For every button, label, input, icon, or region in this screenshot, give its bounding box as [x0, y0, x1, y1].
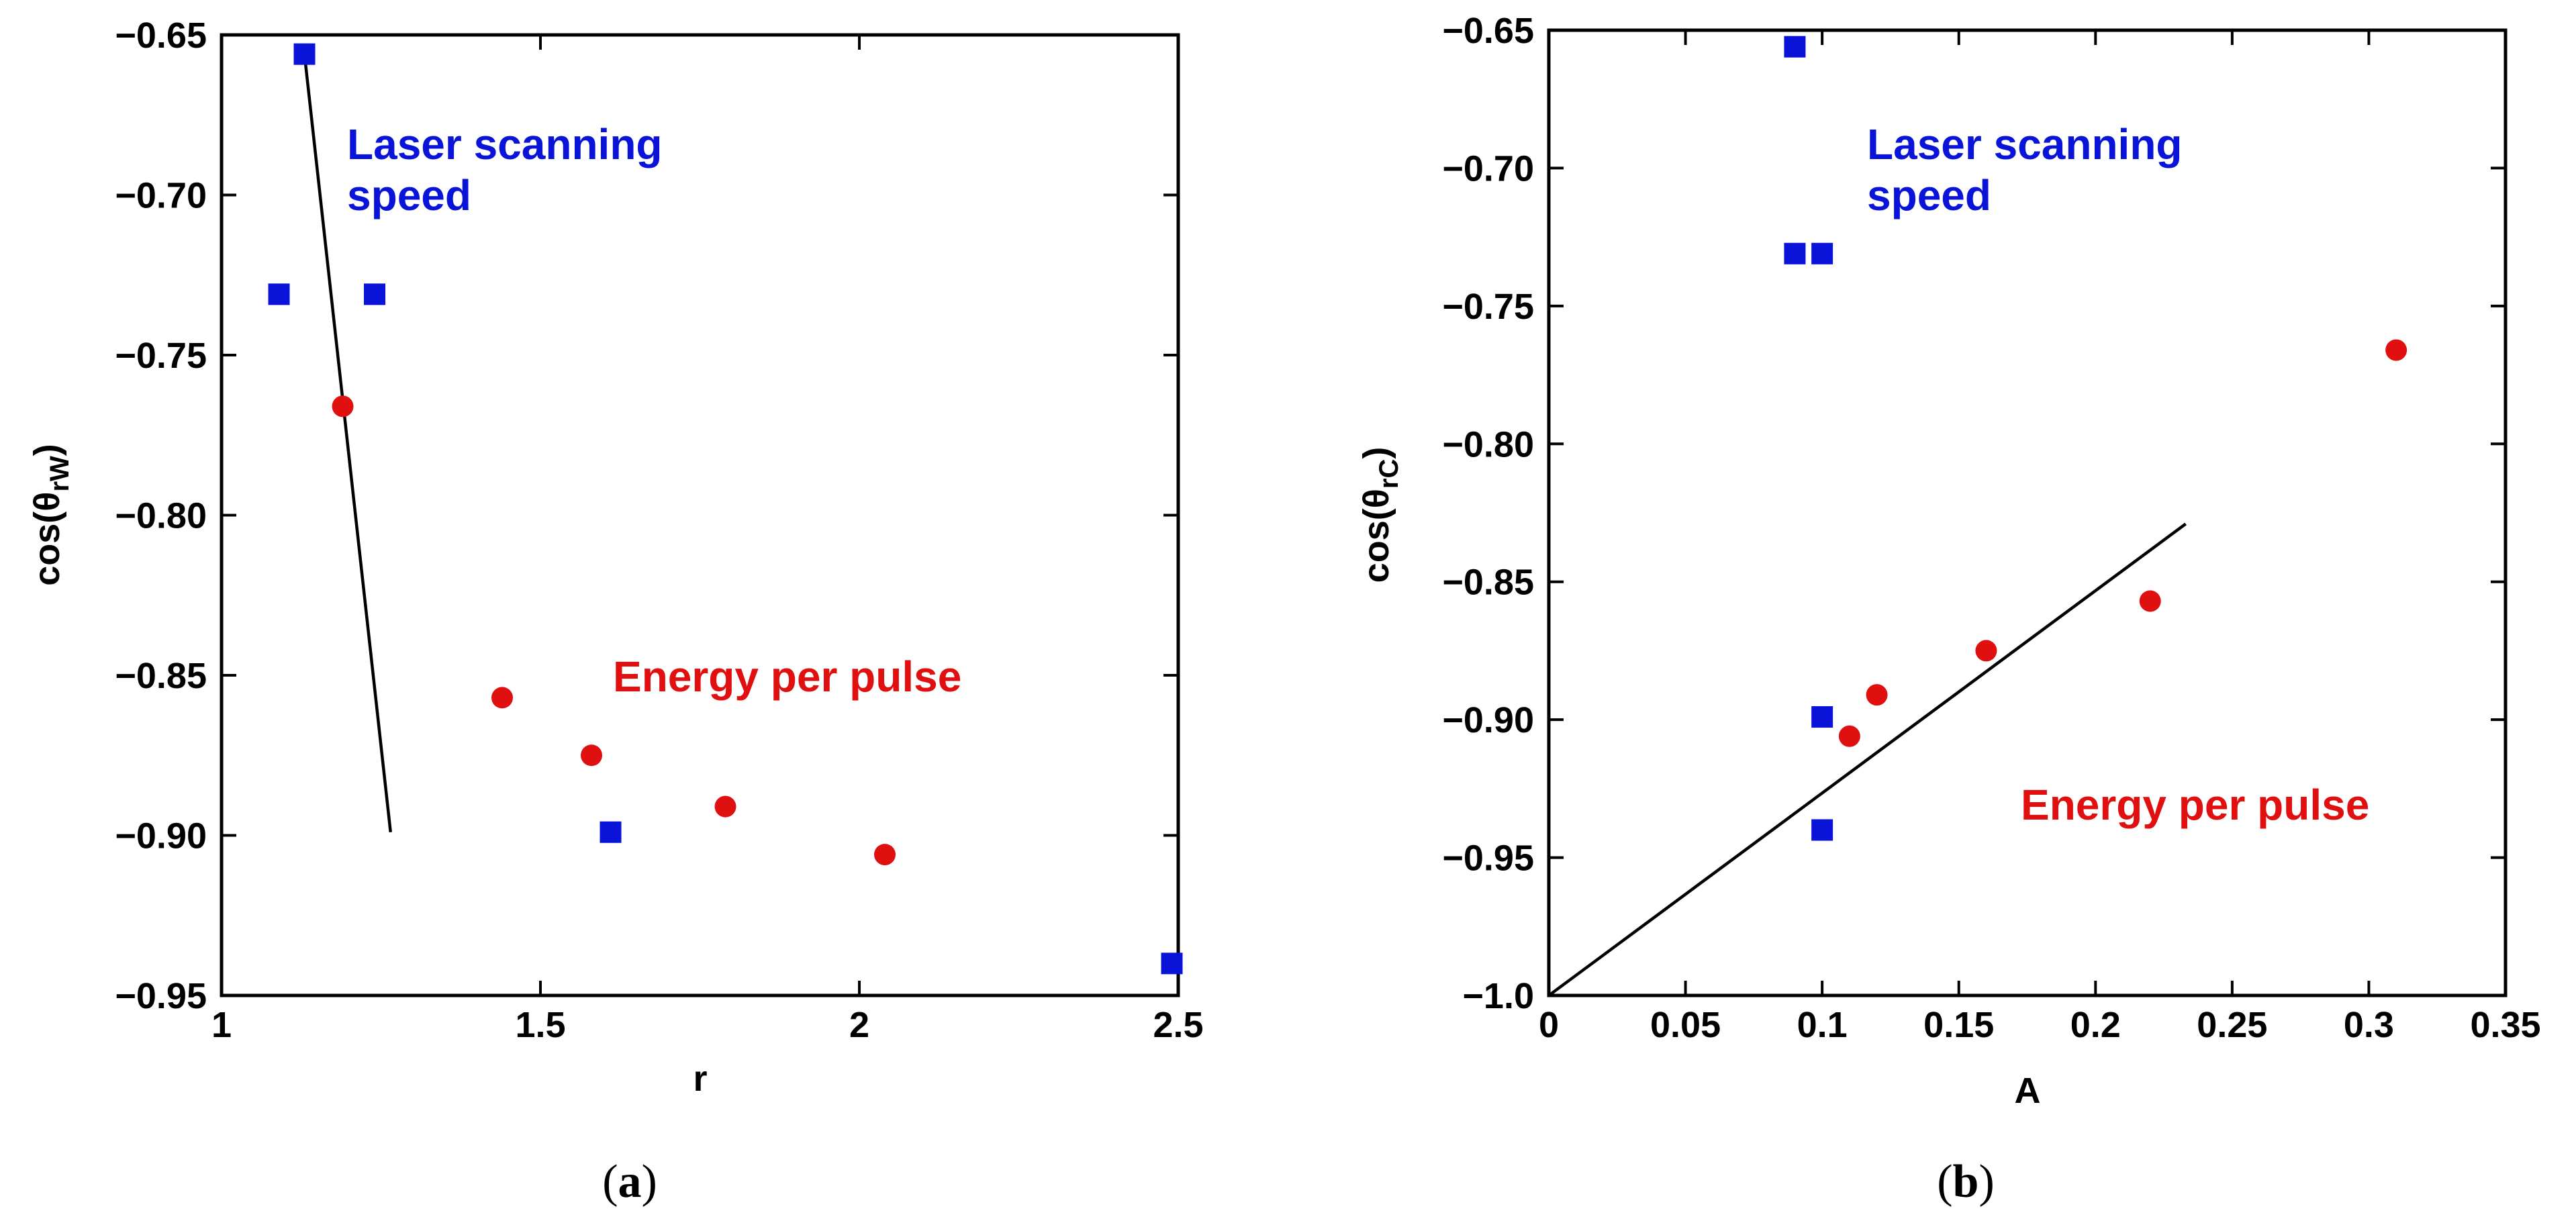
x-tick-label-b: 0.1: [1797, 1005, 1848, 1045]
y-tick-label-a: −0.70: [115, 176, 207, 216]
speed-point-b: [1784, 242, 1806, 264]
y-axis-label-a: cos(θrW): [27, 444, 75, 586]
energy-point-a: [332, 395, 354, 418]
y-axis-label-b: cos(θrC): [1356, 447, 1404, 583]
speed-point-a: [293, 43, 316, 65]
energy-point-a: [581, 744, 602, 767]
y-tick-label-a: −0.90: [115, 816, 207, 857]
fit-line-b: [1547, 522, 2187, 997]
x-tick-label-b: 0.3: [2344, 1005, 2394, 1045]
chart-panel-b: 0 0.05 0.1 0.15 0.2 0.25 0.3 0.35 −1.0 −0.95 −0.90…: [1356, 11, 2541, 1208]
y-tick-label-b: −0.90: [1442, 700, 1534, 740]
x-tick-label-a: 2: [849, 1005, 869, 1045]
speed-point-a: [268, 283, 290, 305]
x-tick-label-a: 1: [211, 1005, 232, 1045]
x-tick-label-a: 2.5: [1153, 1005, 1203, 1045]
energy-point-a: [874, 844, 896, 866]
x-tick-label-b: 0.05: [1650, 1005, 1721, 1045]
x-tick-label-b: 0: [1539, 1005, 1559, 1045]
energy-point-b: [2139, 590, 2161, 612]
ticks-a: 1 1.5 2 2.5 −0.95 −0.90 −0.85 −0.80 −0.75 −0.70 −0…: [115, 15, 1203, 1045]
ticks-b: 0 0.05 0.1 0.15 0.2 0.25 0.3 0.35 −1.0 −0.95 −0.90…: [1442, 11, 2540, 1045]
annotation-speed-b: Laser scanning speed: [1867, 120, 2194, 219]
data-points-b: [1784, 36, 2407, 841]
annotation-energy-b: Energy per pulse: [2021, 781, 2369, 829]
x-axis-label-a: r: [693, 1059, 707, 1099]
caption-b: (b): [1937, 1156, 1995, 1208]
annotation-energy-a: Energy per pulse: [613, 652, 961, 701]
x-tick-label-b: 0.35: [2470, 1005, 2540, 1045]
energy-point-b: [1866, 684, 1888, 706]
x-tick-label-b: 0.25: [2197, 1005, 2267, 1045]
energy-point-b: [1975, 640, 1997, 662]
y-tick-label-a: −0.75: [115, 336, 207, 376]
speed-point-b: [1811, 242, 1833, 264]
plot-frame-b: [1547, 28, 2508, 997]
fit-line-a: [303, 54, 392, 832]
speed-point-b: [1811, 706, 1833, 728]
y-tick-label-b: −0.75: [1442, 287, 1534, 327]
y-tick-label-b: −0.70: [1442, 148, 1534, 189]
y-tick-label-b: −0.65: [1442, 11, 1534, 51]
caption-a: (a): [602, 1156, 657, 1208]
x-tick-label-b: 0.2: [2070, 1005, 2121, 1045]
speed-point-b: [1811, 819, 1833, 841]
x-axis-label-b: A: [2015, 1071, 2041, 1111]
x-tick-label-a: 1.5: [515, 1005, 565, 1045]
x-tick-label-b: 0.15: [1923, 1005, 1994, 1045]
y-tick-label-b: −0.95: [1442, 838, 1534, 879]
y-tick-label-b: −0.80: [1442, 424, 1534, 465]
energy-point-a: [491, 687, 513, 709]
y-tick-label-a: −0.85: [115, 656, 207, 696]
speed-point-b: [1784, 36, 1806, 58]
speed-point-a: [600, 821, 622, 843]
energy-point-b: [1838, 725, 1860, 747]
y-tick-label-a: −0.80: [115, 496, 207, 536]
speed-point-a: [1161, 953, 1183, 975]
fit-line-a: [303, 54, 392, 832]
data-points-a: [268, 43, 1183, 975]
fit-line-b: [1547, 522, 2187, 997]
speed-point-a: [364, 283, 385, 305]
y-tick-label-a: −0.95: [115, 976, 207, 1016]
y-tick-label-b: −0.85: [1442, 563, 1534, 603]
annotation-speed-a: Laser scanning speed: [347, 120, 674, 219]
y-tick-label-b: −1.0: [1462, 976, 1534, 1016]
chart-panel-a: 1 1.5 2 2.5 −0.95 −0.90 −0.85 −0.80 −0.75 −0.70 −0…: [27, 15, 1204, 1208]
energy-point-a: [714, 795, 736, 818]
y-tick-label-a: −0.65: [115, 15, 207, 56]
energy-point-b: [2385, 339, 2407, 361]
